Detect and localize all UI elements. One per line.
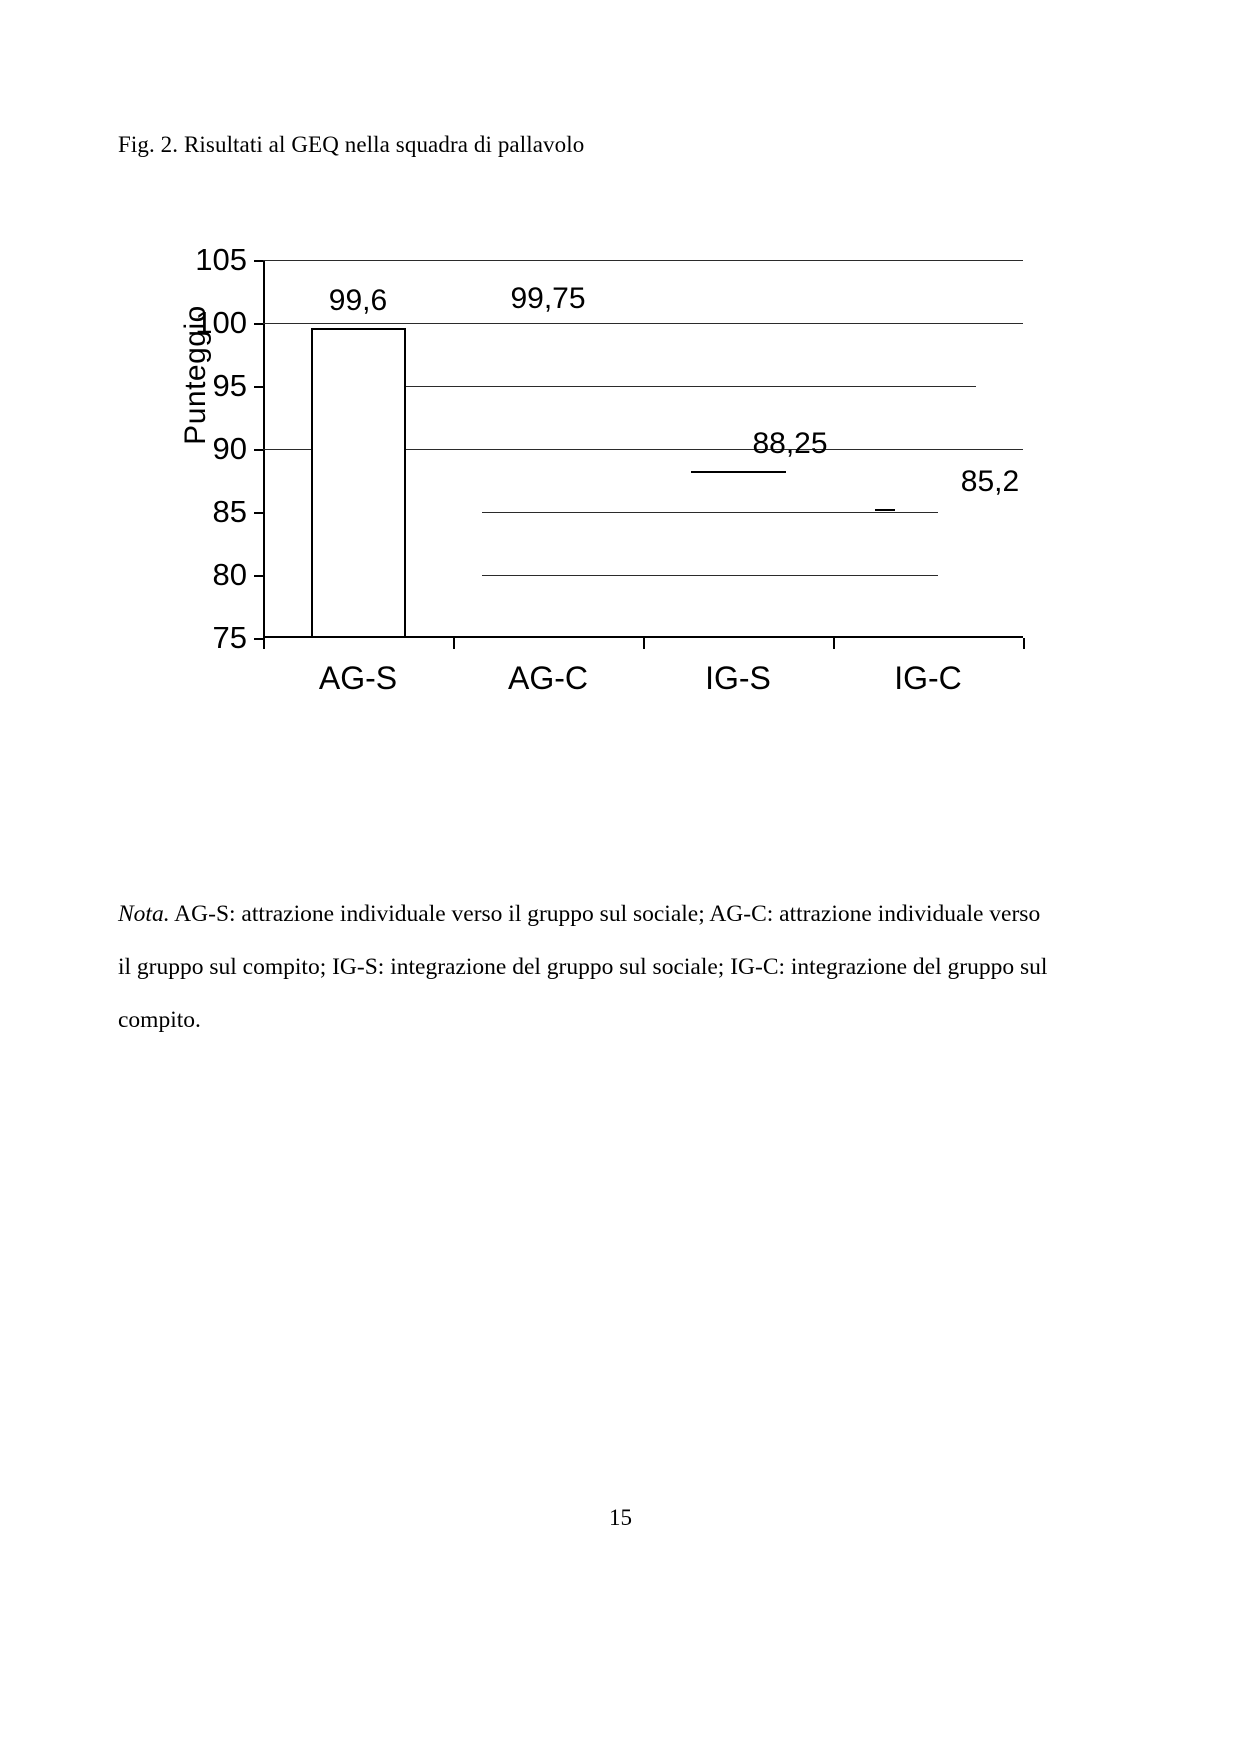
x-axis-tick — [453, 638, 455, 649]
y-axis-tick — [254, 323, 263, 325]
page-number: 15 — [609, 1505, 632, 1530]
y-axis-tick — [254, 638, 263, 640]
bar — [874, 509, 895, 512]
bar-chart: Punteggio 75 80 85 90 95 100 105 99,6 99,75 88,25… — [118, 238, 1048, 718]
note-label: Nota. — [118, 901, 170, 927]
gridline — [263, 449, 1023, 450]
x-axis-category-label: IG-C — [894, 660, 962, 696]
x-axis-line — [263, 636, 1023, 638]
y-axis-tick — [254, 260, 263, 262]
x-axis-category-label: IG-S — [705, 660, 771, 696]
bar-data-label: 99,6 — [328, 284, 388, 318]
bar — [690, 471, 786, 474]
y-axis-tick-label: 80 — [212, 557, 247, 592]
gridline — [383, 386, 977, 387]
bar — [310, 328, 406, 638]
y-axis-tick — [254, 575, 263, 577]
y-axis-tick-label: 90 — [212, 431, 247, 466]
bar-data-label: 85,2 — [960, 465, 1020, 499]
gridline — [481, 512, 938, 513]
gridline — [263, 260, 1023, 261]
y-axis-tick-label: 95 — [212, 368, 247, 403]
y-axis-tick-label: 85 — [212, 494, 247, 529]
bar-data-label: 99,75 — [510, 282, 586, 316]
y-axis-tick-label: 105 — [195, 242, 247, 277]
note-body: AG-S: attrazione individuale verso il gr… — [118, 901, 1048, 1033]
x-axis-category-label: AG-S — [318, 660, 398, 696]
x-axis-tick — [833, 638, 835, 649]
y-axis-tick — [254, 386, 263, 388]
x-axis-tick — [263, 638, 265, 649]
x-axis-tick — [1023, 638, 1025, 649]
y-axis-tick — [254, 512, 263, 514]
y-axis-tick — [254, 449, 263, 451]
x-axis-category-label: AG-C — [508, 660, 588, 696]
x-axis-tick — [643, 638, 645, 649]
plot-area: 75 80 85 90 95 100 105 99,6 99,75 88,25 85,2 — [195, 242, 1025, 655]
figure-caption: Fig. 2. Risultati al GEQ nella squadra d… — [118, 132, 585, 157]
bar-data-label: 88,25 — [752, 427, 828, 461]
note-paragraph: Nota. AG-S: attrazione individuale verso… — [118, 888, 1048, 1047]
y-axis-tick-label: 100 — [195, 305, 247, 340]
gridline — [263, 323, 1023, 324]
gridline — [481, 575, 938, 576]
y-axis-tick-label: 75 — [212, 620, 247, 655]
